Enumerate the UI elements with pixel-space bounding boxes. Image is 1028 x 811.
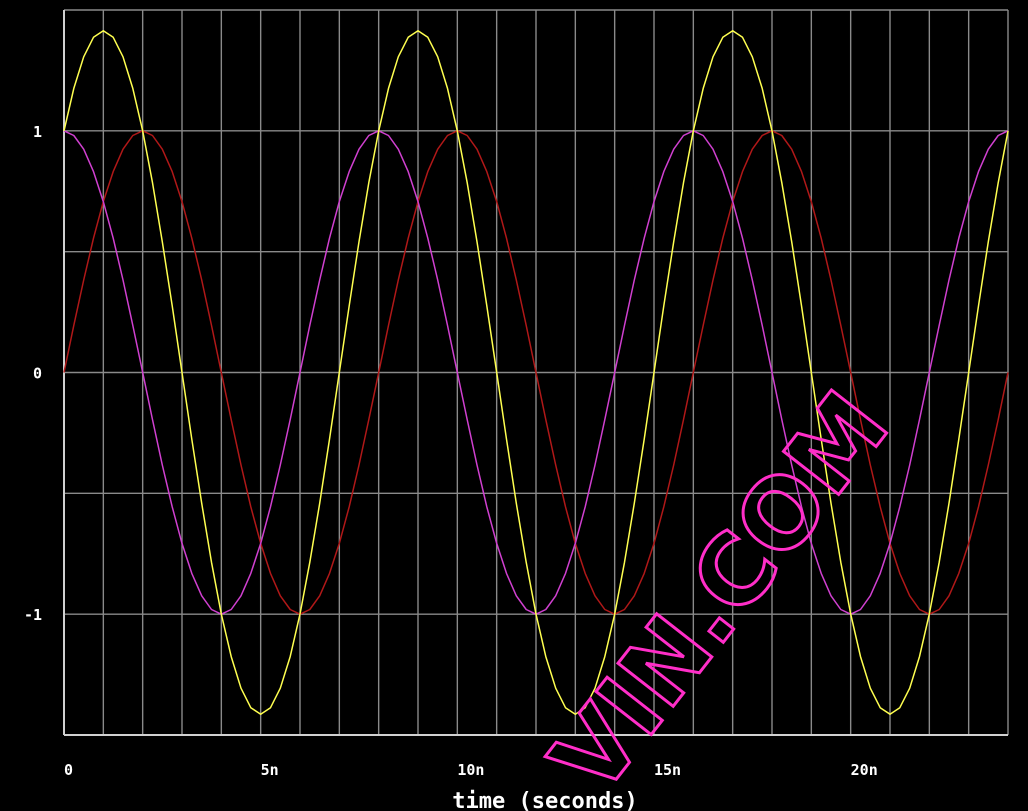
watermark: VIN.COM	[528, 370, 911, 811]
x-tick-label: 10n	[457, 761, 484, 779]
watermark-text: VIN.COM	[530, 371, 910, 811]
x-tick-label: 0	[64, 761, 73, 779]
x-tick-label: 20n	[851, 761, 878, 779]
series-line-1	[63, 130, 1009, 615]
x-tick-label: 5n	[261, 761, 279, 779]
x-tick-label: 15n	[654, 761, 681, 779]
y-tick-label: 0	[33, 365, 42, 383]
y-tick-label: 1	[33, 123, 42, 141]
y-tick-label: -1	[24, 606, 42, 624]
x-axis-label: time (seconds)	[452, 789, 637, 811]
tick-labels: 0 5n 10n 15n 20n 1 0 -1	[24, 123, 878, 779]
series-line-3	[63, 30, 1009, 715]
series-lines	[63, 30, 1009, 715]
